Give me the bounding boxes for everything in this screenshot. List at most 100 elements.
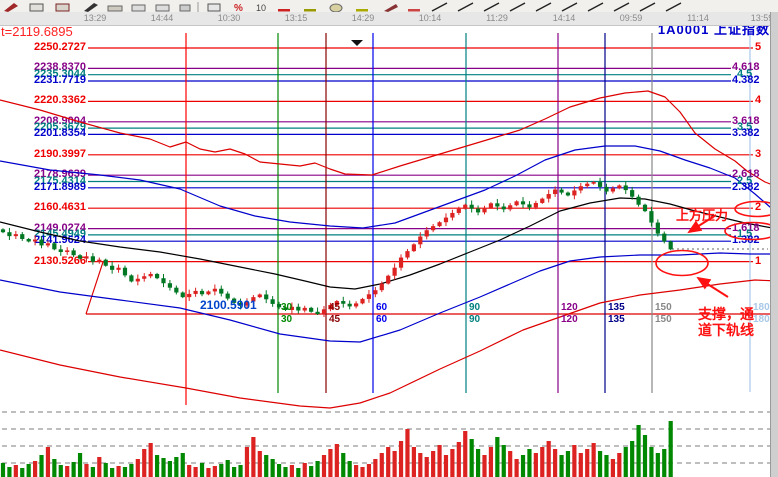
cycle-count-label: 30 [281, 302, 293, 313]
volume-bar [167, 461, 173, 477]
volume-bar [148, 443, 153, 477]
candle-body [341, 301, 346, 304]
time-label: 13:29 [83, 13, 107, 23]
volume-bar [482, 455, 487, 477]
volume-bar [411, 447, 416, 477]
volume-bar [276, 464, 282, 477]
gann-ratio-label-right: 3.382 [732, 127, 760, 140]
volume-bar [180, 453, 185, 477]
candle-body [585, 183, 590, 187]
candle-body [354, 303, 359, 307]
volume-bar [630, 441, 635, 477]
svg-text:%: % [234, 3, 243, 13]
volume-bar [33, 461, 38, 477]
price-level-label-left: 2175.4314 [34, 174, 86, 187]
volume-bar [309, 466, 314, 477]
volume-bar [296, 468, 301, 477]
candle-body [469, 204, 474, 209]
time-label: 09:59 [619, 13, 643, 23]
time-axis: 13:29 14:44 10:30 13:15 14:29 10:14 11:29 14:14… [0, 12, 778, 26]
candle-body [392, 267, 397, 276]
time-label: 14:14 [552, 13, 576, 23]
candle-body [26, 238, 31, 242]
gann-ratio-label-right: 3 [755, 147, 762, 160]
volume-bar [392, 451, 397, 477]
annotation-arrow [696, 276, 729, 298]
volume-bar [45, 447, 51, 477]
toolbar[interactable]: % 10 [0, 0, 778, 14]
volume-bar [116, 466, 121, 477]
volume-bar [443, 455, 449, 477]
volume-bar [475, 449, 481, 477]
candle-body [463, 204, 468, 209]
volume-bar [20, 468, 25, 477]
volume-bar [649, 447, 654, 477]
candle-body [482, 207, 487, 213]
volume-bar [315, 461, 320, 477]
price-level-label-left: 2145.4949 [34, 227, 86, 240]
volume-bar [232, 467, 237, 477]
volume-bar [13, 465, 18, 477]
volume-bar [219, 464, 224, 477]
price-level-label-left: 2160.4631 [34, 201, 86, 214]
volume-bar [610, 459, 615, 477]
candle-body [617, 185, 622, 189]
volume-bar [636, 425, 641, 477]
volume-bar [283, 467, 288, 477]
candle-body [187, 293, 192, 298]
annotation-circle [724, 221, 778, 241]
candle-body [33, 239, 38, 242]
candle-body [84, 256, 89, 259]
gann-ratio-label-right: 4.5 [737, 67, 753, 80]
volume-bar [58, 465, 63, 477]
candle-body [604, 186, 609, 192]
candle-body [219, 288, 224, 294]
candle-body [302, 307, 307, 311]
volume-bar [270, 459, 275, 477]
candle-body [668, 241, 673, 250]
volume-bar [668, 421, 673, 477]
window-right-border [770, 12, 778, 477]
candle-body [135, 278, 140, 282]
gann-ratio-label-right: 1.382 [732, 234, 760, 247]
delta-price-readout: t=2119.6895 [1, 24, 73, 39]
candle-body [559, 189, 564, 193]
cycle-count-label: 150 [655, 302, 672, 313]
candle-body [366, 294, 372, 299]
volume-bar [244, 447, 250, 477]
support-annotation-line1: 支撑，通 [698, 306, 754, 322]
volume-bar [238, 465, 243, 477]
volume-bar [495, 437, 500, 477]
volume-bar [662, 449, 667, 477]
gann-ratio-label-right: 4 [755, 94, 762, 107]
volume-bar [360, 467, 365, 477]
volume-bar [103, 463, 108, 477]
price-level-label-left: 2235.3044 [34, 67, 86, 80]
candle-body [251, 297, 256, 302]
cycle-count-label: 45 [329, 314, 341, 325]
candle-body [553, 189, 558, 195]
candle-body [13, 234, 18, 237]
cycle-count-label: 135 [608, 314, 625, 325]
candle-body [495, 203, 500, 207]
candle-body [264, 294, 269, 300]
volume-bar [110, 468, 115, 477]
candle-body [520, 201, 526, 205]
volume-bar [257, 451, 262, 477]
support-annotation: 支撑，通 道下轨线 [698, 306, 778, 338]
dropdown-triangle-icon[interactable] [351, 40, 363, 46]
candle-body [0, 229, 6, 233]
gann-ratio-label-right: 4.382 [732, 74, 760, 86]
candle-body [501, 206, 506, 210]
cycle-count-label: 90 [469, 302, 481, 313]
time-label: 10:14 [418, 13, 442, 23]
candle-body [443, 217, 449, 223]
volume-bar [379, 453, 384, 477]
candle-body [328, 304, 333, 310]
volume-bar [129, 464, 134, 477]
price-level-label-left: 2238.8370 [34, 61, 86, 74]
volume-bar [559, 455, 564, 477]
cycle-count-label: 120 [561, 302, 578, 313]
